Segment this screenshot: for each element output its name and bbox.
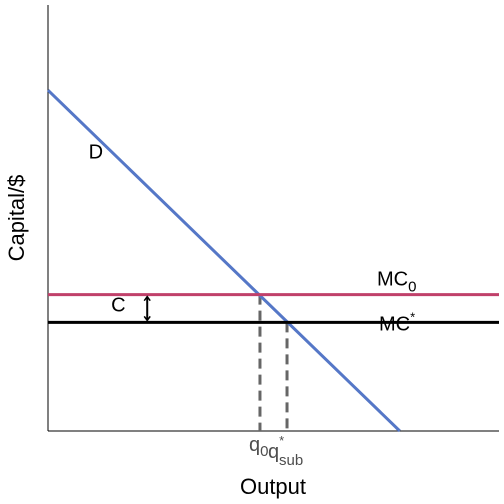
tick-label-qsub-sub: sub bbox=[279, 452, 303, 469]
tick-label-q0-base: q bbox=[249, 434, 260, 456]
tick-label-qsub-sup: * bbox=[279, 433, 284, 448]
c-arrow-head-bottom bbox=[143, 315, 151, 322]
x-axis-title: Output bbox=[240, 474, 306, 499]
annotation-d: D bbox=[89, 141, 103, 163]
mc0-label-main: MC bbox=[377, 269, 408, 291]
y-axis-title: Capital/$ bbox=[4, 175, 29, 262]
mc-star-label: MC* bbox=[379, 309, 415, 335]
tick-label-qsub: q* sub bbox=[268, 433, 303, 469]
tick-label-q0: q0 bbox=[249, 434, 268, 460]
tick-label-qsub-base: q bbox=[268, 441, 279, 463]
mc-star-label-sup: * bbox=[410, 309, 415, 324]
mc0-label: MC0 bbox=[377, 269, 416, 296]
annotation-c: C bbox=[111, 295, 125, 317]
mc-star-label-main: MC bbox=[379, 313, 410, 335]
c-arrow-head-top bbox=[143, 295, 151, 302]
demand-line bbox=[46, 89, 401, 433]
mc0-label-sub: 0 bbox=[408, 279, 416, 296]
tick-label-q0-sub: 0 bbox=[260, 443, 268, 460]
